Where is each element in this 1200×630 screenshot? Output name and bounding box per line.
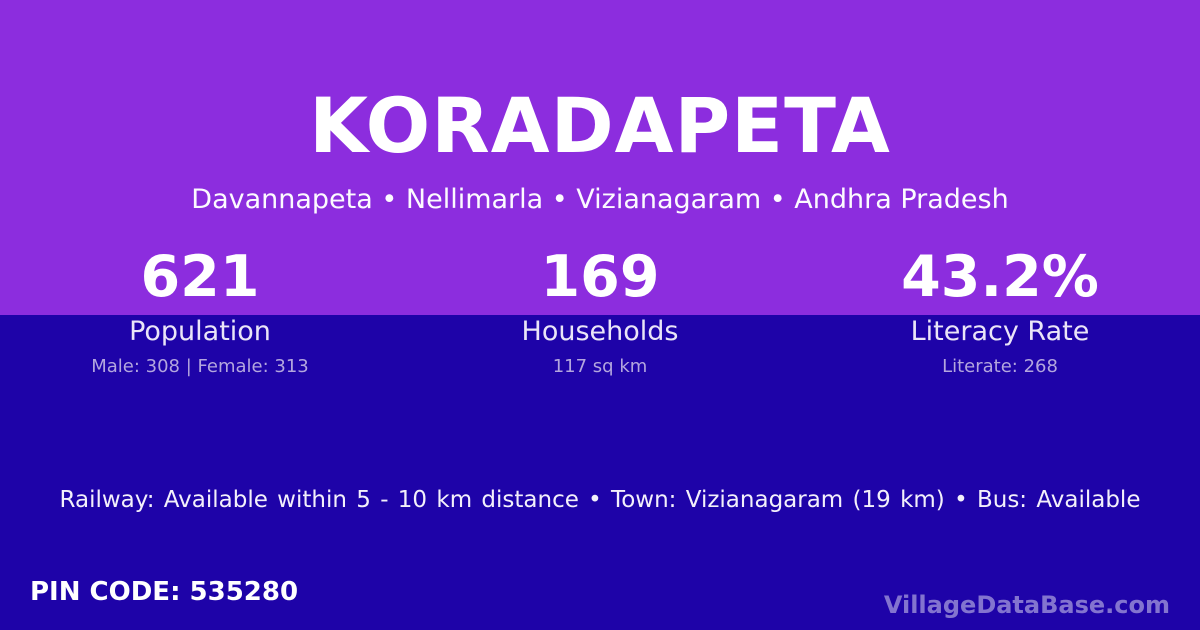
population-value: 621 (140, 244, 260, 310)
indigo-body-background (0, 315, 1200, 630)
population-label: Population (129, 316, 271, 347)
literacy-rate-detail: Literate: 268 (942, 356, 1058, 377)
population-detail: Male: 308 | Female: 313 (91, 356, 309, 377)
households-detail: 117 sq km (552, 356, 648, 377)
stat-literacy-rate: 43.2% Literacy Rate Literate: 268 (800, 0, 1200, 400)
purple-header-background (0, 0, 1200, 315)
stat-population: 621 Population Male: 308 | Female: 313 (0, 0, 400, 400)
site-watermark: VillageDataBase.com (883, 591, 1170, 619)
village-title: KORADAPETA (309, 81, 891, 170)
stat-households: 169 Households 117 sq km (400, 0, 800, 400)
literacy-rate-value: 43.2% (901, 244, 1099, 310)
transport-info-line: Railway: Available within 5 - 10 km dist… (59, 487, 1141, 513)
literacy-rate-label: Literacy Rate (910, 316, 1090, 347)
stats-row: 621 Population Male: 308 | Female: 313 1… (0, 0, 1200, 400)
location-breadcrumb: Davannapeta • Nellimarla • Vizianagaram … (191, 184, 1009, 215)
pin-code-text: PIN CODE: 535280 (30, 577, 299, 607)
households-value: 169 (540, 244, 660, 310)
households-label: Households (521, 316, 679, 347)
